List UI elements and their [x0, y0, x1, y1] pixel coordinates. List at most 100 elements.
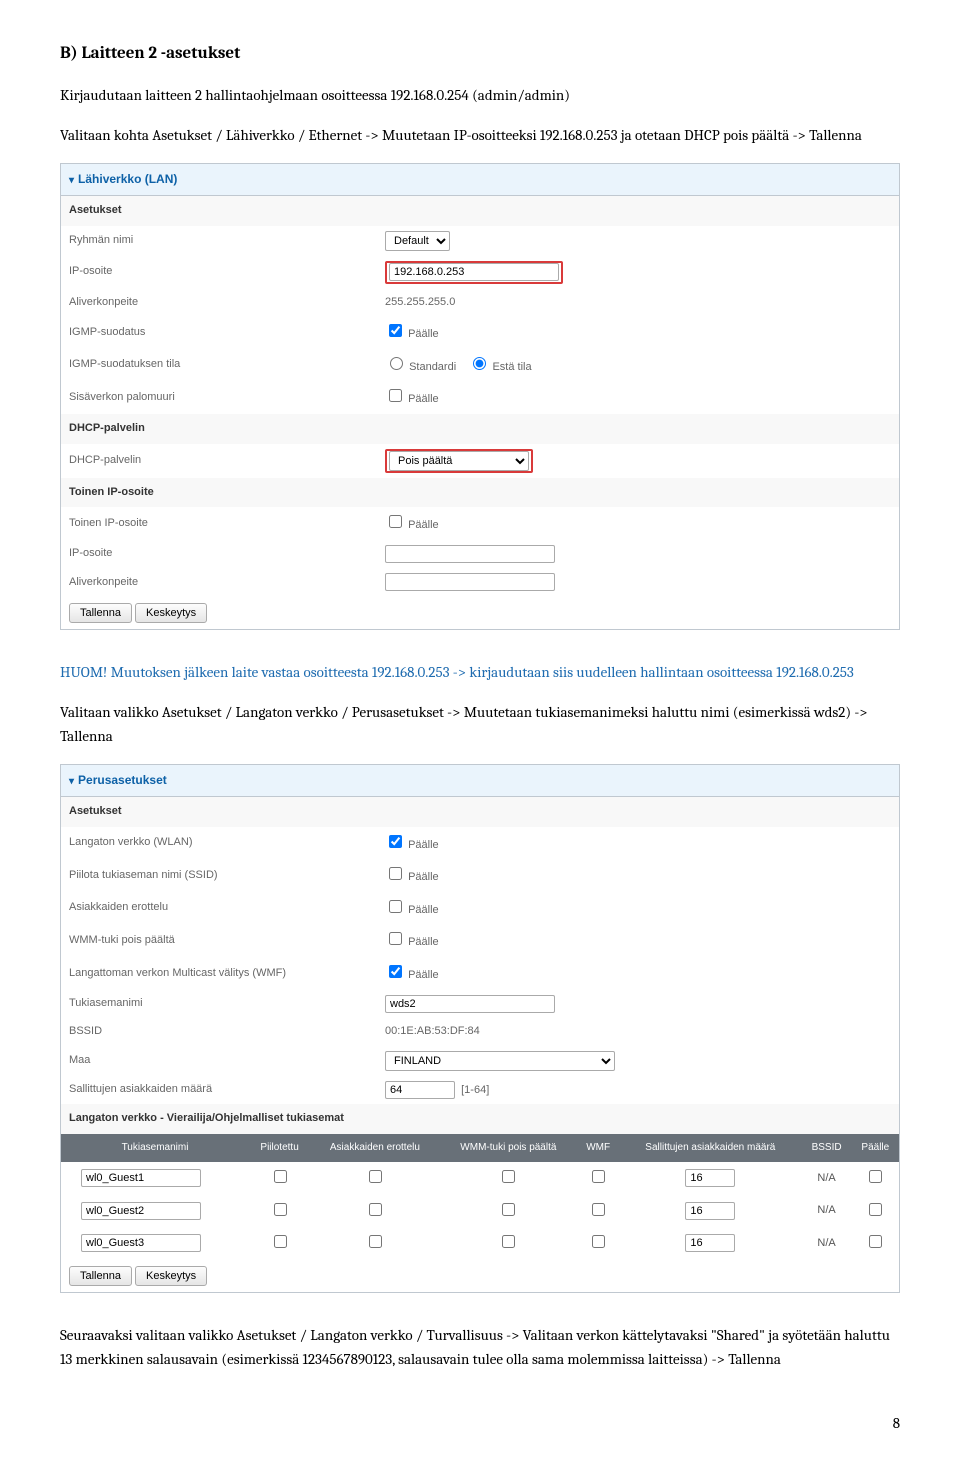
igmp-filter-checkbox[interactable]: [389, 324, 402, 337]
bssid-value: 00:1E:AB:53:DF:84: [377, 1018, 899, 1046]
max-clients-range: [1-64]: [461, 1084, 489, 1096]
col-ssid: Tukiasemanimi: [61, 1134, 249, 1162]
igmp-standard-label: Standardi: [409, 361, 456, 373]
doc-para2: Valitaan kohta Asetukset / Lähiverkko / …: [60, 123, 900, 147]
guest-wmm-checkbox[interactable]: [502, 1203, 515, 1216]
second-ip-subheader: Toinen IP-osoite: [61, 478, 899, 508]
client-iso-label: Asiakkaiden erottelu: [61, 892, 377, 925]
wlan-save-button[interactable]: Tallenna: [69, 1266, 132, 1286]
second-ip-addr-label: IP-osoite: [61, 540, 377, 569]
lan-cancel-button[interactable]: Keskeytys: [135, 603, 207, 623]
wmf-checkbox[interactable]: [389, 965, 402, 978]
doc-para5: Seuraavaksi valitaan valikko Asetukset /…: [60, 1323, 900, 1371]
max-clients-input[interactable]: [385, 1081, 455, 1099]
client-iso-cb-label: Päälle: [408, 904, 439, 916]
guest-wmm-checkbox[interactable]: [502, 1170, 515, 1183]
igmp-block-radio[interactable]: [473, 357, 486, 370]
igmp-block-label: Estä tila: [492, 361, 531, 373]
wmm-off-cb-label: Päälle: [408, 936, 439, 948]
table-row: N/A: [61, 1227, 899, 1260]
lan-save-button[interactable]: Tallenna: [69, 603, 132, 623]
col-wmf: WMF: [577, 1134, 619, 1162]
ssid-label: Tukiasemanimi: [61, 990, 377, 1019]
hide-ssid-checkbox[interactable]: [389, 867, 402, 880]
second-ip-enable-label: Toinen IP-osoite: [61, 507, 377, 540]
second-mask-input[interactable]: [385, 573, 555, 591]
doc-para4: Valitaan valikko Asetukset / Langaton ve…: [60, 700, 900, 748]
guest-wmf-checkbox[interactable]: [592, 1170, 605, 1183]
second-ip-checkbox[interactable]: [389, 515, 402, 528]
dhcp-label: DHCP-palvelin: [61, 444, 377, 478]
wlan-settings-subheader: Asetukset: [61, 797, 899, 827]
guest-wmm-checkbox[interactable]: [502, 1235, 515, 1248]
second-ip-input[interactable]: [385, 545, 555, 563]
guest-max-input[interactable]: [685, 1169, 735, 1187]
doc-heading: B) Laitteen 2 -asetukset: [60, 40, 900, 67]
col-hidden: Piilotettu: [249, 1134, 310, 1162]
guest-iso-checkbox[interactable]: [369, 1170, 382, 1183]
guest-ssid-input[interactable]: [81, 1234, 201, 1252]
guest-on-checkbox[interactable]: [869, 1235, 882, 1248]
dhcp-subheader: DHCP-palvelin: [61, 414, 899, 444]
wlan-section-header[interactable]: ▾Perusasetukset: [61, 765, 899, 797]
guest-hidden-checkbox[interactable]: [274, 1203, 287, 1216]
subnet-value: 255.255.255.0: [377, 289, 899, 317]
dhcp-highlight: Pois päältä: [385, 449, 533, 473]
igmp-filter-cb-label: Päälle: [408, 328, 439, 340]
wmf-label: Langattoman verkon Multicast välitys (WM…: [61, 957, 377, 990]
guest-max-input[interactable]: [685, 1202, 735, 1220]
doc-para1: Kirjaudutaan laitteen 2 hallintaohjelmaa…: [60, 83, 900, 107]
lan-settings-subheader: Asetukset: [61, 196, 899, 226]
guest-iso-checkbox[interactable]: [369, 1203, 382, 1216]
igmp-filter-label: IGMP-suodatus: [61, 316, 377, 349]
ip-highlight: [385, 261, 563, 284]
igmp-standard-radio[interactable]: [390, 357, 403, 370]
guest-hidden-checkbox[interactable]: [274, 1235, 287, 1248]
guest-max-input[interactable]: [685, 1234, 735, 1252]
guest-hidden-checkbox[interactable]: [274, 1170, 287, 1183]
lan-section-title: Lähiverkko (LAN): [78, 172, 177, 186]
ip-input[interactable]: [389, 263, 559, 281]
wlan-on-checkbox[interactable]: [389, 835, 402, 848]
chevron-down-icon: ▾: [69, 774, 74, 790]
guest-wmf-checkbox[interactable]: [592, 1203, 605, 1216]
hide-ssid-label: Piilota tukiaseman nimi (SSID): [61, 859, 377, 892]
ip-label: IP-osoite: [61, 256, 377, 289]
guest-iso-checkbox[interactable]: [369, 1235, 382, 1248]
country-select[interactable]: FINLAND: [385, 1051, 615, 1071]
col-on: Päälle: [852, 1134, 899, 1162]
guest-table: Tukiasemanimi Piilotettu Asiakkaiden ero…: [61, 1134, 899, 1260]
col-max: Sallittujen asiakkaiden määrä: [619, 1134, 801, 1162]
dhcp-select[interactable]: Pois päältä: [389, 451, 529, 471]
table-row: N/A: [61, 1162, 899, 1195]
guest-ssid-input[interactable]: [81, 1169, 201, 1187]
guest-bssid: N/A: [801, 1162, 851, 1195]
wlan-panel: ▾Perusasetukset Asetukset Langaton verkk…: [60, 764, 900, 1293]
wlan-cancel-button[interactable]: Keskeytys: [135, 1266, 207, 1286]
lan-section-header[interactable]: ▾Lähiverkko (LAN): [61, 164, 899, 196]
country-label: Maa: [61, 1046, 377, 1076]
guest-bssid: N/A: [801, 1227, 851, 1260]
guest-on-checkbox[interactable]: [869, 1170, 882, 1183]
col-wmm: WMM-tuki pois päältä: [440, 1134, 577, 1162]
wmm-off-label: WMM-tuki pois päältä: [61, 924, 377, 957]
guest-on-checkbox[interactable]: [869, 1203, 882, 1216]
ssid-input[interactable]: [385, 995, 555, 1013]
guest-wmf-checkbox[interactable]: [592, 1235, 605, 1248]
guest-ssid-input[interactable]: [81, 1202, 201, 1220]
hide-ssid-cb-label: Päälle: [408, 871, 439, 883]
lan-panel: ▾Lähiverkko (LAN) Asetukset Ryhmän nimi …: [60, 163, 900, 630]
second-ip-mask-label: Aliverkonpeite: [61, 568, 377, 597]
firewall-checkbox[interactable]: [389, 389, 402, 402]
wmm-off-checkbox[interactable]: [389, 932, 402, 945]
col-bssid: BSSID: [801, 1134, 851, 1162]
bssid-label: BSSID: [61, 1018, 377, 1046]
igmp-state-label: IGMP-suodatuksen tila: [61, 349, 377, 382]
client-iso-checkbox[interactable]: [389, 900, 402, 913]
firewall-cb-label: Päälle: [408, 393, 439, 405]
firewall-label: Sisäverkon palomuuri: [61, 381, 377, 414]
group-name-select[interactable]: Default: [385, 231, 450, 251]
doc-para3: HUOM! Muutoksen jälkeen laite vastaa oso…: [60, 660, 900, 684]
subnet-label: Aliverkonpeite: [61, 289, 377, 317]
group-name-label: Ryhmän nimi: [61, 226, 377, 256]
